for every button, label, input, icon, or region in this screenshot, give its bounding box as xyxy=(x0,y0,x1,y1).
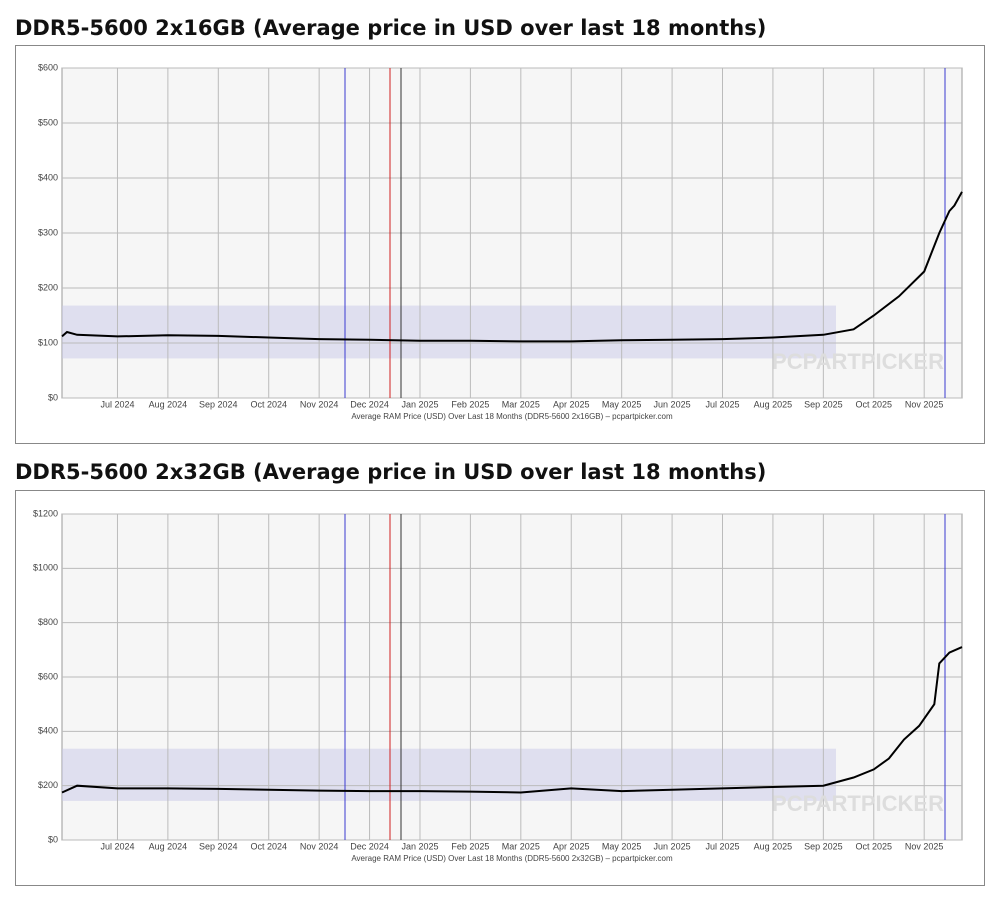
x-tick-label: Nov 2024 xyxy=(300,399,339,409)
x-tick-label: Dec 2024 xyxy=(350,399,389,409)
x-tick-label: Apr 2025 xyxy=(553,841,590,851)
x-tick-label: May 2025 xyxy=(602,399,642,409)
x-tick-label: May 2025 xyxy=(602,841,642,851)
y-tick-label: $800 xyxy=(38,617,58,627)
x-tick-label: Nov 2024 xyxy=(300,841,339,851)
y-tick-label: $500 xyxy=(38,117,58,127)
x-tick-label: Jul 2025 xyxy=(705,399,739,409)
x-tick-label: Jan 2025 xyxy=(401,399,438,409)
watermark: PCPARTPICKER xyxy=(772,349,944,374)
x-tick-label: Mar 2025 xyxy=(502,399,540,409)
x-tick-label: Jul 2024 xyxy=(100,399,134,409)
x-tick-label: Jun 2025 xyxy=(654,399,691,409)
x-tick-label: Aug 2025 xyxy=(754,841,793,851)
x-tick-label: Sep 2025 xyxy=(804,841,843,851)
x-axis-title: Average RAM Price (USD) Over Last 18 Mon… xyxy=(351,854,673,863)
price-line xyxy=(61,646,963,794)
x-tick-label: Dec 2024 xyxy=(350,841,389,851)
x-tick-label: Jan 2025 xyxy=(401,841,438,851)
chart-title: DDR5-5600 2x32GB (Average price in USD o… xyxy=(15,460,767,484)
y-tick-label: $300 xyxy=(38,227,58,237)
x-tick-label: Feb 2025 xyxy=(451,399,489,409)
x-axis-title: Average RAM Price (USD) Over Last 18 Mon… xyxy=(351,412,673,421)
x-tick-label: Aug 2025 xyxy=(754,399,793,409)
y-tick-label: $400 xyxy=(38,172,58,182)
range-band xyxy=(62,305,836,359)
y-tick-label: $600 xyxy=(38,671,58,681)
x-tick-label: Oct 2024 xyxy=(250,841,287,851)
x-tick-label: Sep 2024 xyxy=(199,399,238,409)
x-tick-label: Nov 2025 xyxy=(905,841,944,851)
x-tick-label: Oct 2025 xyxy=(855,841,892,851)
y-tick-label: $1200 xyxy=(33,508,58,518)
chart: $0 $200 $400 $600 $800 $1000 $1200 Jul 2024 Aug … xyxy=(15,490,985,886)
y-tick-label: $200 xyxy=(38,282,58,292)
x-tick-label: Aug 2024 xyxy=(149,841,188,851)
chart-panel: DDR5-5600 2x16GB (Average price in USD o… xyxy=(0,0,998,446)
x-tick-label: Oct 2024 xyxy=(250,399,287,409)
price-line xyxy=(61,191,963,343)
x-tick-label: Apr 2025 xyxy=(553,399,590,409)
y-tick-label: $200 xyxy=(38,780,58,790)
x-tick-label: Mar 2025 xyxy=(502,841,540,851)
x-tick-label: Aug 2024 xyxy=(149,399,188,409)
chart-panel: DDR5-5600 2x32GB (Average price in USD o… xyxy=(0,446,998,898)
y-tick-label: $400 xyxy=(38,726,58,736)
chart: $0 $100 $200 $300 $400 $500 $600 Jul 2024 Aug 20… xyxy=(15,45,985,444)
x-tick-label: Sep 2024 xyxy=(199,841,238,851)
x-tick-label: Sep 2025 xyxy=(804,399,843,409)
chart-title: DDR5-5600 2x16GB (Average price in USD o… xyxy=(15,16,767,40)
y-tick-label: $100 xyxy=(38,337,58,347)
x-tick-label: Feb 2025 xyxy=(451,841,489,851)
x-tick-label: Jul 2024 xyxy=(100,841,134,851)
x-tick-label: Oct 2025 xyxy=(855,399,892,409)
watermark: PCPARTPICKER xyxy=(772,791,944,816)
x-tick-label: Nov 2025 xyxy=(905,399,944,409)
x-tick-label: Jul 2025 xyxy=(705,841,739,851)
y-tick-label: $0 xyxy=(48,834,58,844)
y-tick-label: $0 xyxy=(48,392,58,402)
x-tick-label: Jun 2025 xyxy=(654,841,691,851)
y-tick-label: $1000 xyxy=(33,563,58,573)
y-tick-label: $600 xyxy=(38,62,58,72)
range-band xyxy=(62,748,836,801)
